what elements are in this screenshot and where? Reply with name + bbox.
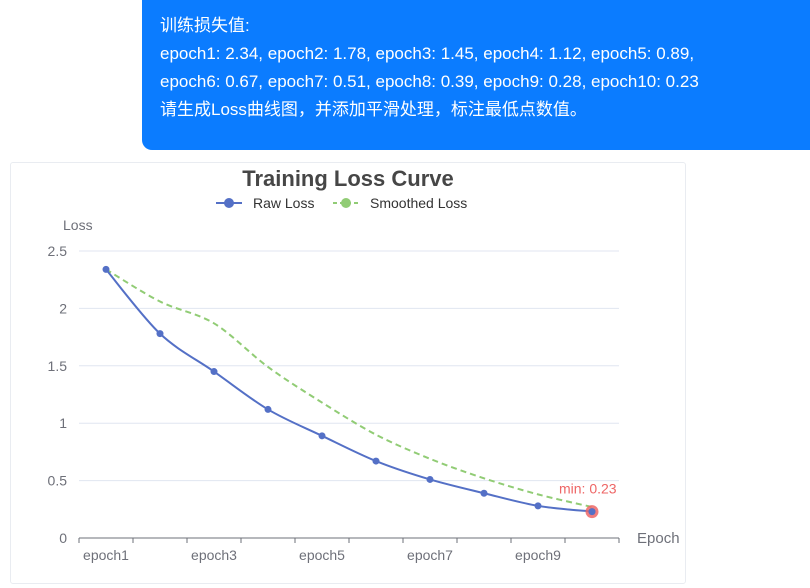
message-line-4: 请生成Loss曲线图，并添加平滑处理，标注最低点数值。 <box>160 100 587 119</box>
raw-loss-point[interactable] <box>480 489 488 497</box>
y-tick-labels: 0 0.5 1 1.5 2 2.5 <box>48 243 68 546</box>
x-axis-label: Epoch <box>637 530 680 547</box>
legend-item-raw[interactable]: Raw Loss <box>216 195 314 211</box>
legend-label-raw: Raw Loss <box>253 195 314 211</box>
y-tick-label: 2.5 <box>48 243 68 259</box>
chart-title: Training Loss Curve <box>242 166 454 191</box>
raw-loss-point[interactable] <box>426 475 434 483</box>
message-line-1: 训练损失值: <box>160 16 250 35</box>
x-tick-label: epoch1 <box>83 547 129 563</box>
raw-loss-line <box>105 268 593 513</box>
smoothed-loss-line <box>105 268 593 508</box>
y-tick-label: 0 <box>59 530 67 546</box>
legend-item-smoothed[interactable]: Smoothed Loss <box>333 195 467 211</box>
message-line-2: epoch1: 2.34, epoch2: 1.78, epoch3: 1.45… <box>160 44 695 63</box>
x-tick-label: epoch9 <box>515 547 561 563</box>
min-annotation-label: min: 0.23 <box>559 481 617 497</box>
x-ticks: epoch1 epoch3 epoch5 epoch7 epoch9 <box>78 538 620 563</box>
raw-loss-point[interactable] <box>264 405 272 413</box>
y-tick-label: 2 <box>59 300 67 316</box>
y-axis-label: Loss <box>63 217 93 233</box>
legend: Raw Loss Smoothed Loss <box>216 195 467 211</box>
raw-loss-point[interactable] <box>156 330 164 338</box>
raw-loss-point[interactable] <box>210 368 218 376</box>
raw-loss-point[interactable] <box>318 432 326 440</box>
min-annotation: min: 0.23 <box>559 481 617 519</box>
legend-label-smoothed: Smoothed Loss <box>370 195 467 211</box>
raw-loss-point[interactable] <box>534 502 542 510</box>
raw-loss-point[interactable] <box>102 265 110 273</box>
y-tick-label: 1 <box>59 415 67 431</box>
chart-card: Training Loss Curve Raw Loss Smoothed Lo… <box>10 162 686 584</box>
x-tick-label: epoch5 <box>299 547 345 563</box>
y-tick-label: 1.5 <box>48 358 68 374</box>
grid <box>79 250 619 482</box>
x-tick-label: epoch7 <box>407 547 453 563</box>
series-layer <box>102 265 596 516</box>
y-tick-label: 0.5 <box>48 473 68 489</box>
min-point-core <box>588 508 596 516</box>
chat-message-bubble: 训练损失值: epoch1: 2.34, epoch2: 1.78, epoch… <box>142 0 810 150</box>
loss-chart: Training Loss Curve Raw Loss Smoothed Lo… <box>48 166 680 563</box>
raw-loss-point[interactable] <box>372 457 380 465</box>
x-tick-label: epoch3 <box>191 547 237 563</box>
message-line-3: epoch6: 0.67, epoch7: 0.51, epoch8: 0.39… <box>160 72 699 91</box>
